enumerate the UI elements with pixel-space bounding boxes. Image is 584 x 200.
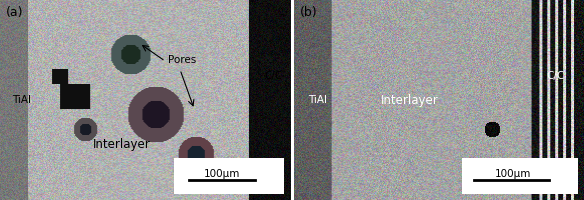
Text: TiAl: TiAl [308, 95, 327, 105]
Text: 100μm: 100μm [495, 168, 531, 178]
FancyBboxPatch shape [462, 158, 578, 194]
Text: 100μm: 100μm [204, 168, 240, 178]
Text: (a): (a) [6, 6, 23, 19]
FancyBboxPatch shape [174, 158, 284, 194]
Text: C/C: C/C [264, 71, 283, 81]
Text: Interlayer: Interlayer [93, 138, 151, 150]
Text: C/C: C/C [546, 71, 565, 81]
Text: (b): (b) [300, 6, 317, 19]
Text: Pores: Pores [168, 55, 197, 65]
Text: Interlayer: Interlayer [381, 94, 439, 106]
Text: TiAl: TiAl [12, 95, 30, 105]
